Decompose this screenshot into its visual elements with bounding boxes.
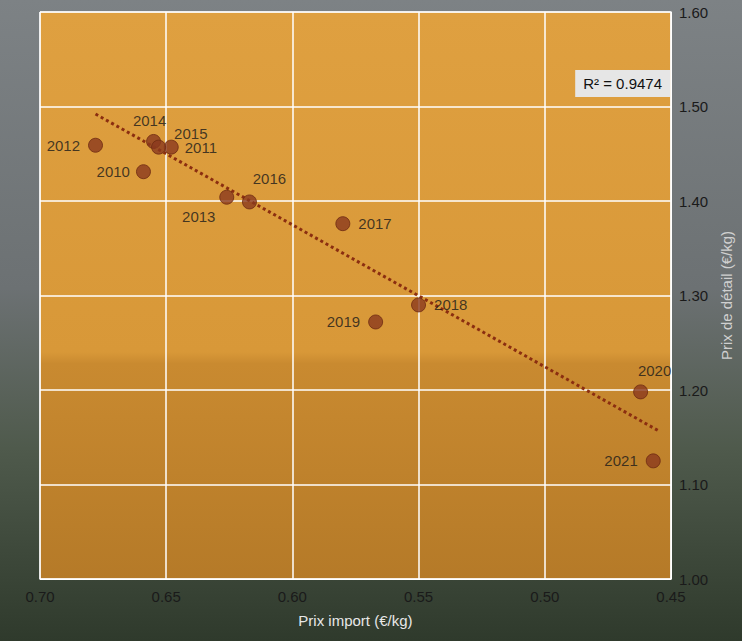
- svg-text:1.50: 1.50: [679, 98, 708, 115]
- svg-text:1.60: 1.60: [679, 4, 708, 21]
- svg-text:Prix de détail (€/kg): Prix de détail (€/kg): [718, 231, 735, 360]
- svg-text:1.00: 1.00: [679, 571, 708, 588]
- svg-text:2015: 2015: [174, 125, 207, 142]
- svg-text:2016: 2016: [253, 170, 286, 187]
- svg-text:0.45: 0.45: [656, 588, 685, 605]
- svg-text:2020: 2020: [638, 362, 671, 379]
- svg-text:2021: 2021: [604, 452, 637, 469]
- svg-text:1.30: 1.30: [679, 287, 708, 304]
- svg-text:2013: 2013: [182, 208, 215, 225]
- svg-text:2019: 2019: [327, 313, 360, 330]
- svg-text:2010: 2010: [97, 163, 130, 180]
- svg-text:1.40: 1.40: [679, 193, 708, 210]
- svg-text:0.65: 0.65: [152, 588, 181, 605]
- svg-text:0.70: 0.70: [25, 588, 54, 605]
- svg-text:2011: 2011: [184, 138, 217, 156]
- svg-text:Prix import (€/kg): Prix import (€/kg): [298, 612, 412, 629]
- svg-text:1.10: 1.10: [679, 476, 708, 493]
- svg-text:2017: 2017: [358, 215, 391, 232]
- svg-text:1.20: 1.20: [679, 382, 708, 399]
- svg-text:0.60: 0.60: [278, 588, 307, 605]
- svg-text:R² = 0.9474: R² = 0.9474: [583, 75, 662, 92]
- svg-text:2014: 2014: [133, 112, 166, 129]
- svg-text:0.50: 0.50: [530, 588, 559, 605]
- svg-text:2012: 2012: [47, 137, 80, 154]
- svg-text:2018: 2018: [434, 296, 467, 313]
- svg-text:0.55: 0.55: [404, 588, 433, 605]
